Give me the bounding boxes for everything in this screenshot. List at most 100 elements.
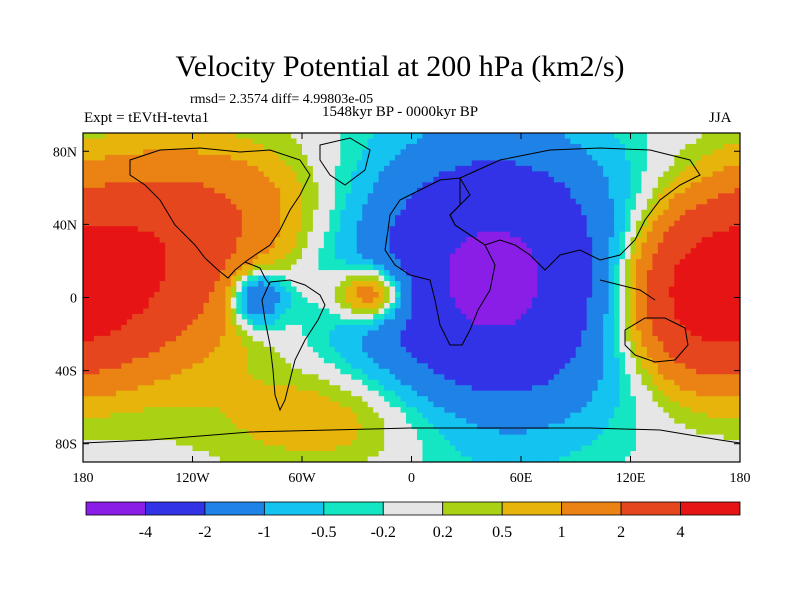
contour-cell [83,308,90,315]
contour-cell [214,308,221,315]
contour-cell [115,264,122,271]
contour-cell [477,292,484,299]
contour-cell [329,143,336,151]
contour-cell [427,209,434,216]
contour-cell [466,281,473,288]
contour-cell [690,270,697,277]
contour-cell [521,204,528,211]
contour-cell [641,220,648,227]
contour-cell [165,324,172,331]
contour-cell [362,187,369,194]
contour-cell [718,154,725,162]
contour-cell [154,204,161,211]
contour-cell [515,226,522,233]
contour-cell [619,138,626,145]
contour-cell [225,220,232,227]
contour-cell [334,209,341,216]
contour-cell [148,187,155,194]
contour-cell [143,308,150,315]
contour-cell [707,209,714,216]
contour-cell [455,330,462,337]
contour-cell [679,330,686,337]
contour-cell [148,242,155,249]
contour-cell [438,259,445,266]
contour-cell [422,220,429,227]
contour-cell [630,302,637,310]
contour-cell [553,149,560,156]
contour-cell [197,242,205,249]
contour-cell [701,187,708,194]
contour-cell [575,143,582,151]
contour-cell [515,281,522,288]
contour-cell [510,187,517,194]
contour-cell [482,308,489,315]
contour-cell [663,313,670,321]
contour-cell [477,209,484,216]
contour-cell [148,297,155,304]
contour-cell [356,319,363,326]
contour-cell [438,308,445,315]
contour-cell [449,248,456,255]
contour-cell [586,198,593,205]
contour-cell [641,149,648,156]
contour-cell [510,165,517,172]
contour-cell [93,209,101,216]
contour-cell [280,319,287,326]
contour-cell [422,292,429,299]
contour-cell [285,297,292,304]
contour-cell [531,160,539,167]
contour-cell [214,193,221,200]
contour-cell [312,324,320,331]
contour-cell [99,242,106,249]
contour-cell [614,138,621,145]
contour-cell [608,198,615,205]
contour-cell [679,182,686,189]
contour-cell [219,220,226,227]
contour-cell [570,209,577,216]
contour-cell [93,335,101,342]
contour-cell [176,171,183,178]
contour-cell [521,226,528,233]
contour-cell [515,187,522,194]
contour-cell [104,242,111,249]
contour-cell [159,160,166,167]
contour-cell [285,149,292,156]
contour-cell [384,292,391,299]
contour-cell [542,187,549,194]
contour-cell [165,357,172,364]
contour-cell [334,330,341,337]
contour-cell [389,143,396,151]
contour-cell [83,198,90,205]
contour-cell [126,138,133,145]
contour-cell [559,259,566,266]
contour-cell [384,143,391,151]
contour-cell [449,193,456,200]
contour-cell [438,270,445,277]
contour-cell [400,182,407,189]
contour-cell [696,149,703,156]
contour-cell [230,286,237,293]
contour-cell [657,286,664,293]
contour-cell [340,352,347,359]
contour-cell [712,324,719,331]
contour-cell [433,335,440,342]
contour-cell [241,133,248,140]
contour-cell [548,270,555,277]
contour-cell [323,264,330,271]
contour-cell [674,346,681,353]
contour-cell [104,193,111,200]
contour-cell [603,220,610,227]
contour-cell [334,286,341,293]
contour-cell [208,324,215,331]
contour-cell [438,319,445,326]
contour-cell [132,357,139,364]
contour-cell [701,259,708,266]
contour-cell [208,149,215,156]
contour-cell [230,297,237,304]
contour-cell [411,341,418,348]
contour-cell [285,248,292,255]
contour-cell [488,335,495,342]
contour-cell [581,292,588,299]
contour-cell [252,226,259,233]
contour-cell [652,231,659,238]
